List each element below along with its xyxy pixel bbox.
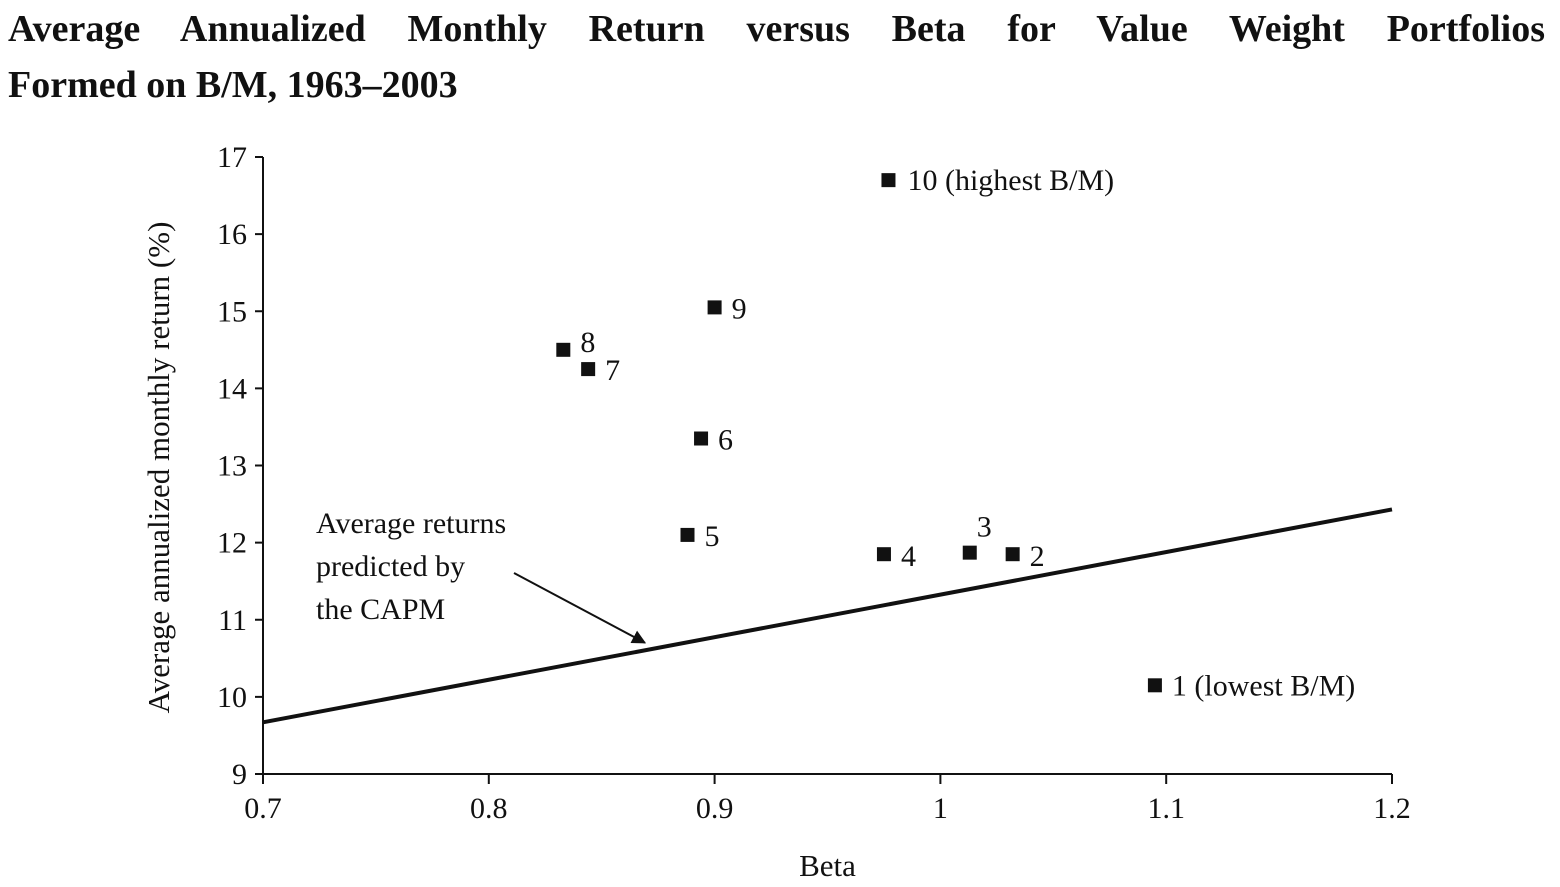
data-point-label: 5 <box>705 520 720 553</box>
x-tick-label: 1 <box>933 792 948 825</box>
chart-title-line-1: Average Annualized Monthly Return versus… <box>8 8 1545 50</box>
annotation-text-line: Average returns <box>316 507 506 540</box>
y-tick-label: 17 <box>217 141 247 174</box>
data-point-label: 10 (highest B/M) <box>907 164 1114 197</box>
chart-title-line-2: Formed on B/M, 1963–2003 <box>8 64 458 106</box>
data-point-label: 9 <box>732 292 747 325</box>
capm-line-group <box>262 507 1393 725</box>
data-point-label: 6 <box>718 424 733 457</box>
y-tick-label: 16 <box>217 218 247 251</box>
axes-group: 9 10 11 12 13 14 15 16 17 0.7 0.8 0.9 1 1.1 1.2 Beta Ave… <box>141 141 1411 883</box>
data-point-marker <box>876 547 891 562</box>
data-point-marker <box>680 527 695 542</box>
y-tick-label: 12 <box>217 527 247 560</box>
annotation-text-line: the CAPM <box>316 593 445 626</box>
data-point-label: 7 <box>605 354 620 387</box>
data-point-marker <box>881 173 896 188</box>
x-tick-label: 0.7 <box>244 792 282 825</box>
capm-annotation: Average returns predicted by the CAPM <box>316 507 647 644</box>
y-axis-label: Average annualized monthly return (%) <box>141 222 176 714</box>
data-point-marker <box>694 431 709 446</box>
y-tick-label: 14 <box>217 372 247 405</box>
x-tick-label: 0.8 <box>470 792 508 825</box>
data-point-label: 2 <box>1030 540 1045 573</box>
data-point-label: 8 <box>580 326 595 359</box>
y-tick-label: 10 <box>217 681 247 714</box>
x-tick-label: 1.2 <box>1373 792 1411 825</box>
data-point-label: 4 <box>901 540 916 573</box>
data-points-group: 1 (lowest B/M) 2 3 4 5 6 78 9 10 (highest B/M) <box>556 164 1355 702</box>
data-point-label: 1 (lowest B/M) <box>1172 669 1355 702</box>
y-tick-label: 9 <box>232 758 247 791</box>
capm-line <box>262 507 1393 725</box>
data-point-marker <box>581 362 596 377</box>
annotation-text-line: predicted by <box>316 550 465 583</box>
data-point-marker <box>1147 678 1162 693</box>
data-point-marker <box>1005 547 1020 562</box>
data-point-label: 3 <box>977 511 992 544</box>
data-point-marker <box>962 545 977 560</box>
y-tick-label: 13 <box>217 450 247 483</box>
y-tick-label: 11 <box>218 604 247 637</box>
x-axis-label: Beta <box>799 848 856 883</box>
data-point-marker <box>707 300 722 315</box>
x-tick-label: 1.1 <box>1147 792 1185 825</box>
annotation-arrow <box>513 572 647 644</box>
data-point-marker <box>556 342 571 357</box>
y-tick-label: 15 <box>217 295 247 328</box>
x-tick-label: 0.9 <box>696 792 734 825</box>
